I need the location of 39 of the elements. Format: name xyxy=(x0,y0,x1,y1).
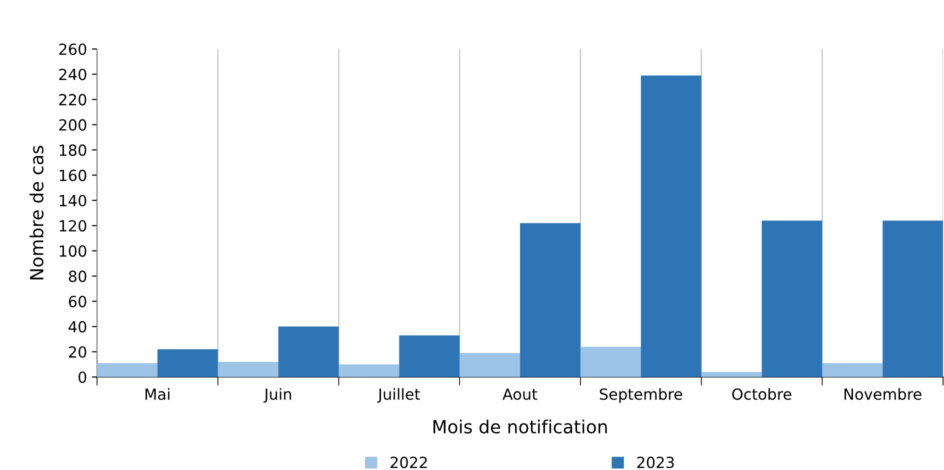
bar xyxy=(882,220,944,377)
x-axis-title: Mois de notification xyxy=(433,420,607,434)
x-tick-label: Octobre xyxy=(732,388,792,400)
bar xyxy=(580,346,641,377)
bar xyxy=(460,353,520,377)
x-tick-label: Juin xyxy=(263,388,292,403)
y-tick-label: 20 xyxy=(68,346,86,358)
legend-label: 2022 xyxy=(390,456,427,468)
bar xyxy=(278,326,339,377)
x-tick-label: Aout xyxy=(502,388,538,400)
y-tick-label: 140 xyxy=(60,194,86,206)
y-tick-label: 180 xyxy=(60,144,86,156)
bar xyxy=(822,363,883,377)
bar xyxy=(520,223,580,377)
y-tick-label: 100 xyxy=(60,245,86,257)
y-tick-label: 220 xyxy=(59,94,86,106)
x-tick-label: Juillet xyxy=(377,388,420,403)
bar xyxy=(157,349,218,377)
y-tick-label: 240 xyxy=(59,68,86,80)
y-tick-label: 60 xyxy=(68,296,86,308)
y-tick-label: 80 xyxy=(68,270,86,282)
y-tick-label: 120 xyxy=(60,220,86,232)
y-tick-label: 200 xyxy=(59,119,86,131)
bar xyxy=(701,372,762,377)
bar xyxy=(338,364,400,377)
y-tick-label: 260 xyxy=(59,43,86,56)
bar xyxy=(97,363,158,377)
bar xyxy=(640,75,702,377)
x-tick-label: Mai xyxy=(146,388,170,400)
y-tick-label: 40 xyxy=(68,321,86,333)
bar xyxy=(762,220,822,377)
y-tick-label: 0 xyxy=(78,371,86,384)
x-tick-label: Septembre xyxy=(600,388,682,403)
y-tick-label: 160 xyxy=(60,170,86,182)
y-axis-title: Nombre de cas xyxy=(30,146,44,280)
bar xyxy=(399,335,460,377)
bar xyxy=(218,362,278,377)
x-tick-label: Novembre xyxy=(844,388,922,400)
legend-label: 2023 xyxy=(637,456,674,468)
